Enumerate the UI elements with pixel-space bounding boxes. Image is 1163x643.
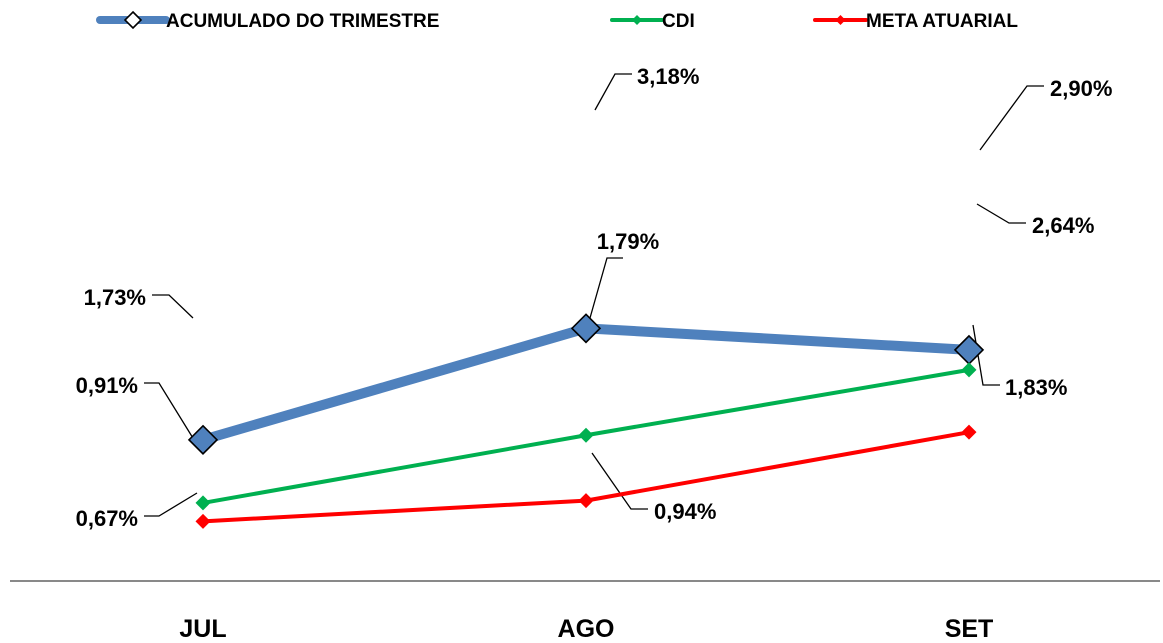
legend-item-acumulado: ACUMULADO DO TRIMESTRE xyxy=(96,10,439,32)
leader-line-acumulado-jul xyxy=(152,294,194,319)
x-axis-categories: JUL AGO SET xyxy=(179,615,993,643)
legend-item-meta: META ATUARIAL xyxy=(813,11,1018,32)
legend-label-cdi: CDI xyxy=(662,11,695,32)
point-meta-jul xyxy=(195,513,211,529)
series-group xyxy=(187,313,985,529)
point-cdi-ago xyxy=(578,427,594,443)
x-tick-label-ago: AGO xyxy=(558,615,615,643)
data-label-cdi-ago: 1,79% xyxy=(597,229,659,254)
x-tick-label-set: SET xyxy=(945,615,994,643)
leader-line-meta-jul xyxy=(144,492,198,517)
legend-marker-acumulado xyxy=(123,10,143,30)
legend-marker-cdi xyxy=(632,15,642,25)
data-label-meta-ago: 0,94% xyxy=(654,499,716,524)
leader-line-cdi-ago xyxy=(589,257,623,319)
data-label-meta-set: 1,83% xyxy=(1005,375,1067,400)
legend-label-acumulado: ACUMULADO DO TRIMESTRE xyxy=(166,11,439,32)
x-tick-label-jul: JUL xyxy=(179,615,226,643)
data-labels: 1,73% 3,18% 2,90% 0,91% 1,79% 2,64% 0,67% 0,94%… xyxy=(76,64,1113,531)
legend-marker-meta xyxy=(835,15,846,25)
data-label-acumulado-ago: 3,18% xyxy=(637,64,699,89)
data-label-meta-jul: 0,67% xyxy=(76,506,138,531)
point-cdi-set xyxy=(961,362,977,378)
leader-line-acumulado-ago xyxy=(594,73,632,111)
leader-line-acumulado-set xyxy=(979,85,1044,151)
label-leaders xyxy=(144,73,1044,517)
series-line-acumulado xyxy=(198,323,974,445)
leader-line-cdi-set xyxy=(976,203,1026,224)
point-acumulado-ago xyxy=(570,313,602,344)
point-cdi-jul xyxy=(195,495,211,511)
data-label-acumulado-jul: 1,73% xyxy=(84,285,146,310)
data-label-acumulado-set: 2,90% xyxy=(1050,76,1112,101)
leader-line-cdi-jul xyxy=(144,382,197,444)
point-meta-ago xyxy=(578,493,594,509)
point-acumulado-jul xyxy=(187,424,219,455)
point-meta-set xyxy=(961,424,977,440)
legend: ACUMULADO DO TRIMESTRE CDI META ATUARIAL xyxy=(96,10,1018,32)
data-label-cdi-set: 2,64% xyxy=(1032,213,1094,238)
data-label-cdi-jul: 0,91% xyxy=(76,373,138,398)
legend-item-cdi: CDI xyxy=(610,11,695,32)
leader-line-meta-ago xyxy=(591,452,648,510)
legend-label-meta: META ATUARIAL xyxy=(866,11,1018,32)
